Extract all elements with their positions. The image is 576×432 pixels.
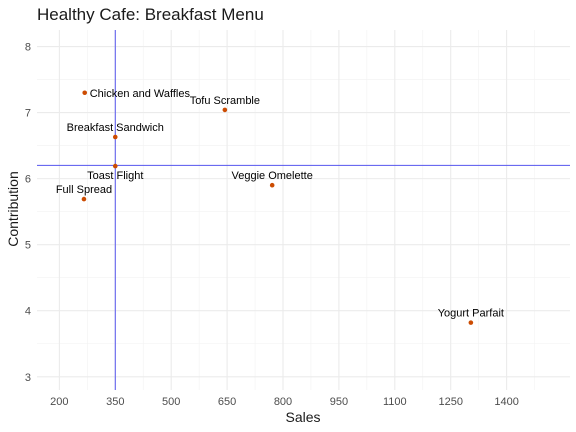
x-tick-label: 350 bbox=[106, 396, 124, 408]
data-point bbox=[269, 182, 275, 188]
data-point bbox=[222, 107, 228, 113]
major-gridlines bbox=[37, 30, 570, 390]
data-point bbox=[112, 163, 118, 169]
point-label: Full Spread bbox=[56, 184, 112, 196]
x-tick-label: 1400 bbox=[494, 396, 518, 408]
x-tick-label: 800 bbox=[274, 396, 292, 408]
point-label: Breakfast Sandwich bbox=[67, 122, 164, 134]
y-axis-ticks: 3 4 5 6 7 8 bbox=[25, 42, 31, 384]
point-label: Chicken and Waffles bbox=[90, 88, 191, 100]
reference-lines bbox=[37, 30, 570, 390]
y-axis-title: Contribution bbox=[5, 171, 21, 247]
data-point bbox=[82, 90, 88, 96]
point-label: Yogurt Parfait bbox=[438, 308, 504, 320]
data-point bbox=[468, 320, 474, 325]
point-label: Toast Flight bbox=[87, 170, 143, 182]
data-points bbox=[81, 90, 474, 325]
y-tick-label: 5 bbox=[25, 240, 31, 252]
y-tick-label: 7 bbox=[25, 108, 31, 120]
x-tick-label: 1100 bbox=[383, 396, 407, 408]
x-tick-label: 200 bbox=[50, 396, 68, 408]
x-tick-label: 1250 bbox=[438, 396, 462, 408]
x-tick-label: 650 bbox=[218, 396, 236, 408]
y-tick-label: 6 bbox=[25, 174, 31, 186]
chart-title: Healthy Cafe: Breakfast Menu bbox=[37, 5, 264, 24]
x-axis-ticks: 200 350 500 650 800 950 1100 1250 1400 bbox=[50, 396, 519, 408]
minor-gridlines bbox=[37, 30, 570, 390]
y-tick-label: 4 bbox=[25, 306, 31, 318]
x-tick-label: 500 bbox=[162, 396, 180, 408]
point-label: Veggie Omelette bbox=[232, 170, 313, 182]
y-tick-label: 3 bbox=[25, 372, 31, 384]
y-tick-label: 8 bbox=[25, 42, 31, 54]
data-point bbox=[81, 196, 87, 202]
x-tick-label: 950 bbox=[330, 396, 348, 408]
point-label: Tofu Scramble bbox=[190, 95, 260, 107]
data-point bbox=[112, 134, 118, 140]
x-axis-title: Sales bbox=[285, 409, 320, 425]
